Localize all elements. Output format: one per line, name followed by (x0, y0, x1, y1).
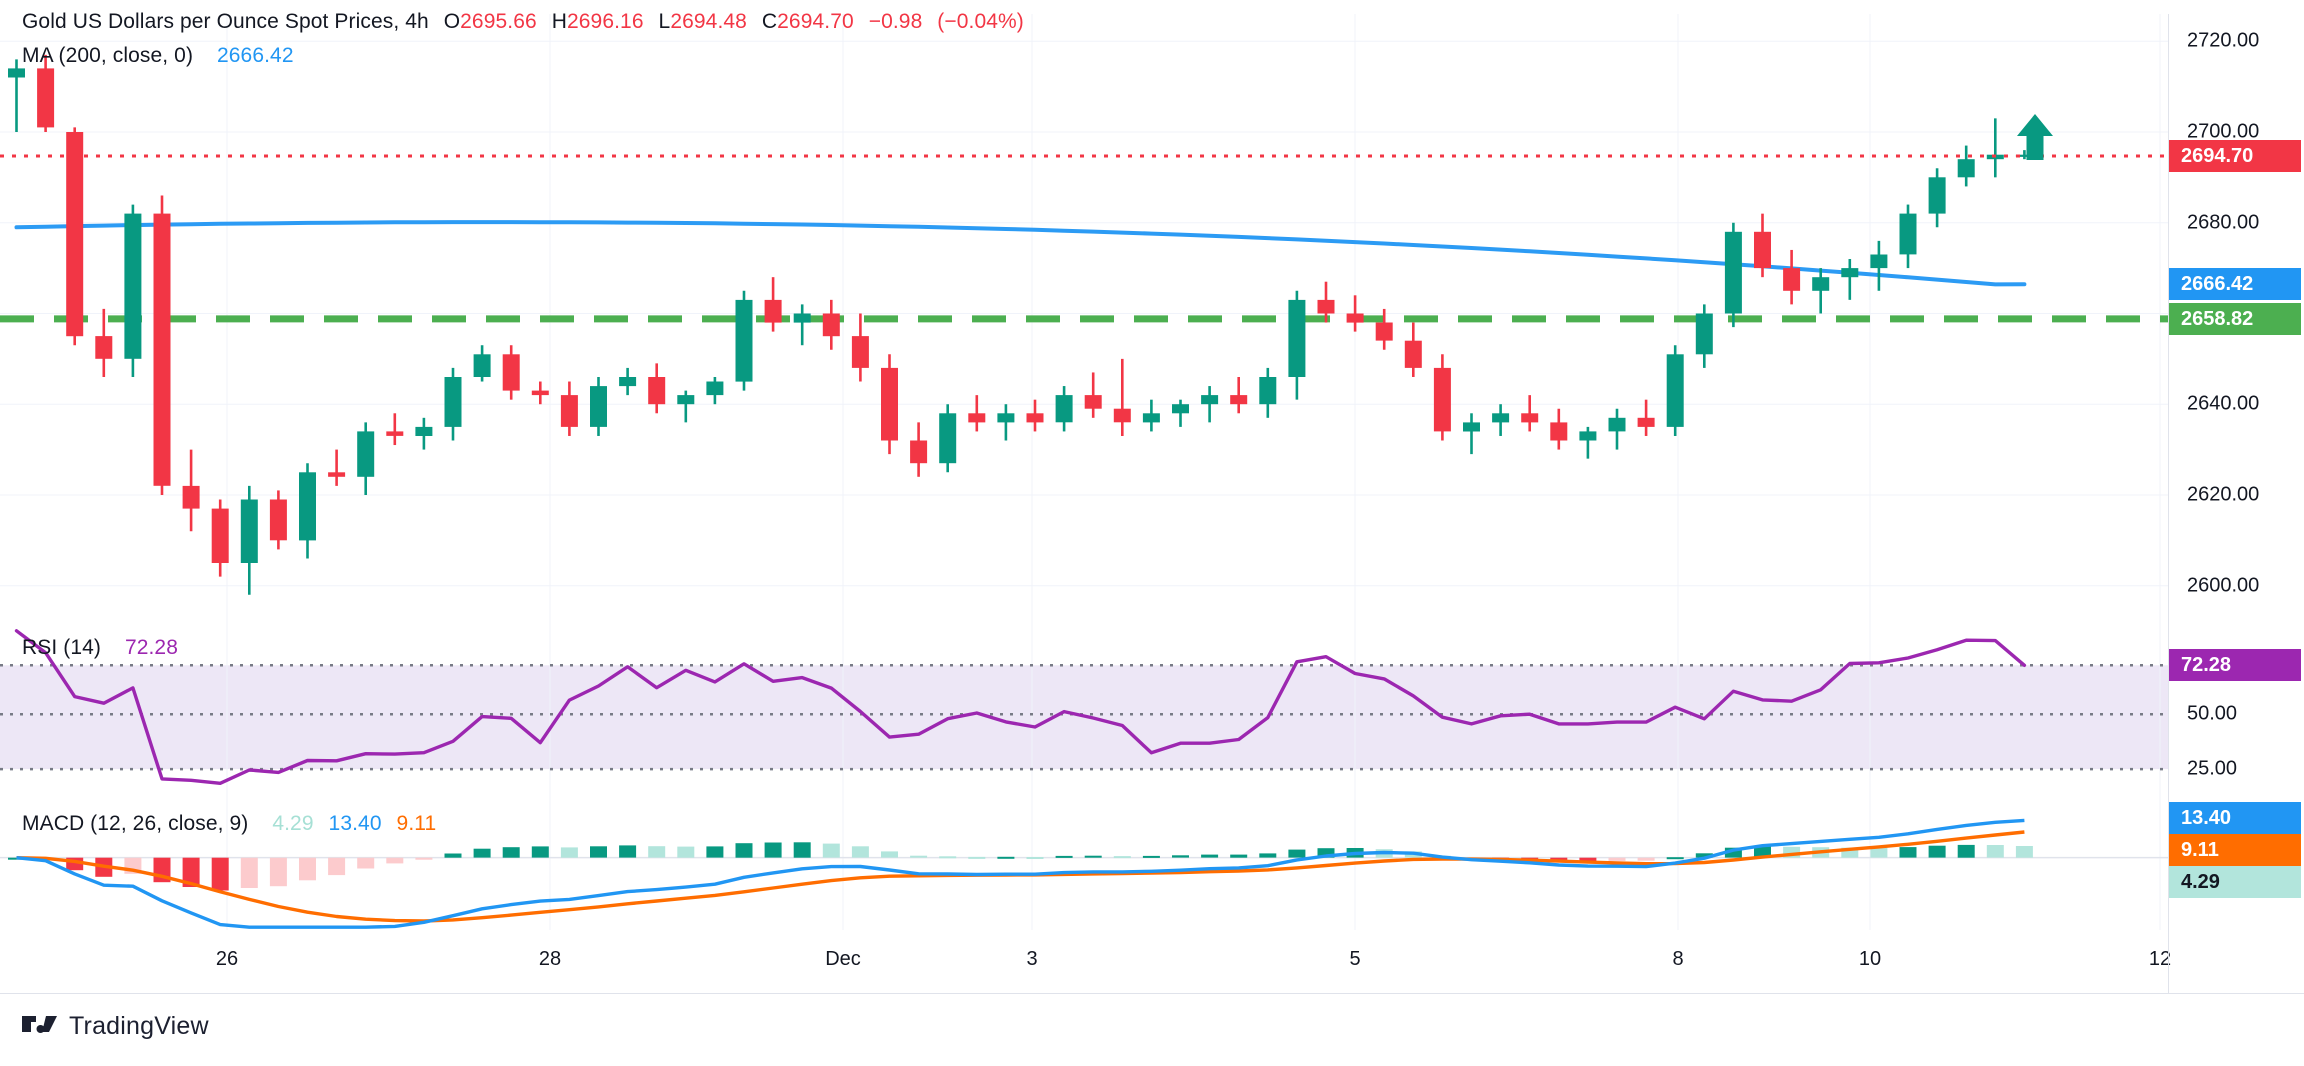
macd-hist-legend-value: 4.29 (272, 812, 314, 835)
price-pane[interactable]: 2720.00 2700.00 2680.00 2640.00 2620.00 2600.… (0, 14, 2304, 622)
macd-canvas (0, 802, 2168, 930)
macd-signal-legend-value: 9.11 (396, 812, 437, 835)
price-axis-tick: 2640.00 (2187, 392, 2260, 415)
pane-divider-4 (0, 993, 2304, 994)
up-arrow-marker[interactable] (2017, 114, 2053, 160)
time-axis-label: 5 (1349, 948, 1361, 970)
ohlc-c-label: C (761, 10, 778, 33)
macd-axis[interactable]: 0.0013.409.114.29 (2168, 802, 2304, 930)
rsi-axis[interactable]: 50.00 25.00 72.28 (2168, 622, 2304, 802)
tradingview-wordmark: TradingView (69, 1012, 209, 1040)
axis-separator (2168, 622, 2169, 802)
macd-signal-pill[interactable]: 9.11 (2169, 834, 2301, 866)
tradingview-logo[interactable]: TradingView (22, 1012, 209, 1041)
ma-legend[interactable]: MA (200, close, 0) 2666.42 (22, 44, 294, 68)
time-axis-label: 10 (1858, 948, 1882, 970)
rsi-legend[interactable]: RSI (14) 72.28 (22, 636, 178, 660)
time-axis-label: Dec (825, 948, 861, 970)
rsi-legend-label[interactable]: RSI (14) (22, 636, 101, 659)
ohlc-l-label: L (658, 10, 671, 33)
macd-line-pill[interactable]: 13.40 (2169, 802, 2301, 834)
ohlc-h-value: 2696.16 (566, 10, 644, 33)
time-axis-label: 12 (2148, 948, 2172, 970)
ma-legend-value: 2666.42 (216, 44, 294, 67)
footer-bar: TradingView (0, 994, 2304, 1066)
ma-value-pill[interactable]: 2666.42 (2169, 268, 2301, 301)
price-plot-area[interactable] (0, 14, 2168, 622)
level-value-pill[interactable]: 2658.82 (2169, 302, 2301, 335)
rsi-legend-value: 72.28 (124, 636, 178, 659)
price-axis-tick: 2720.00 (2187, 29, 2260, 52)
macd-legend-label[interactable]: MACD (12, 26, close, 9) (22, 812, 249, 835)
macd-legend[interactable]: MACD (12, 26, close, 9) 4.29 13.40 9.11 (22, 812, 436, 836)
ohlc-h-label: H (551, 10, 567, 33)
macd-plot-area[interactable] (0, 802, 2168, 930)
time-axis[interactable]: 26 28 Dec 3 5 8 10 12 (0, 930, 2304, 994)
change-absolute: −0.98 (868, 10, 923, 33)
macd-pane[interactable]: 0.0013.409.114.29 (0, 802, 2304, 930)
rsi-value-pill[interactable]: 72.28 (2169, 649, 2301, 682)
ohlc-c-value: 2694.70 (777, 10, 854, 33)
ohlc-l-value: 2694.48 (670, 10, 747, 33)
price-legend[interactable]: Gold US Dollars per Ounce Spot Prices, 4… (22, 10, 1024, 34)
macd-line-legend-value: 13.40 (328, 812, 382, 835)
ma-legend-label[interactable]: MA (200, close, 0) (22, 44, 194, 67)
rsi-pane[interactable]: 50.00 25.00 72.28 (0, 622, 2304, 802)
rsi-canvas (0, 622, 2168, 802)
time-axis-label: 8 (1672, 948, 1684, 970)
rsi-axis-tick: 50.00 (2187, 702, 2238, 725)
price-axis-tick: 2600.00 (2187, 574, 2260, 597)
price-axis-tick: 2700.00 (2187, 120, 2260, 143)
tradingview-mark-icon (22, 1015, 57, 1033)
ohlc-o-label: O (443, 10, 461, 33)
time-axis-label: 26 (215, 948, 239, 970)
price-axis[interactable]: 2720.00 2700.00 2680.00 2640.00 2620.00 2600.… (2168, 14, 2304, 622)
price-canvas (0, 14, 2168, 622)
price-axis-tick: 2620.00 (2187, 483, 2260, 506)
time-axis-label: 28 (538, 948, 562, 970)
rsi-axis-tick: 25.00 (2187, 757, 2238, 780)
axis-separator (2168, 930, 2169, 994)
symbol-title[interactable]: Gold US Dollars per Ounce Spot Prices, 4… (22, 10, 429, 33)
axis-separator (2168, 802, 2169, 930)
price-axis-tick: 2680.00 (2187, 211, 2260, 234)
ohlc-o-value: 2695.66 (460, 10, 537, 33)
change-percent: (−0.04%) (937, 10, 1024, 33)
axis-separator (2168, 14, 2169, 622)
macd-hist-pill[interactable]: 4.29 (2169, 866, 2301, 898)
last-price-pill[interactable]: 2694.70 (2169, 140, 2301, 173)
rsi-plot-area[interactable] (0, 622, 2168, 802)
time-axis-label: 3 (1026, 948, 1038, 970)
